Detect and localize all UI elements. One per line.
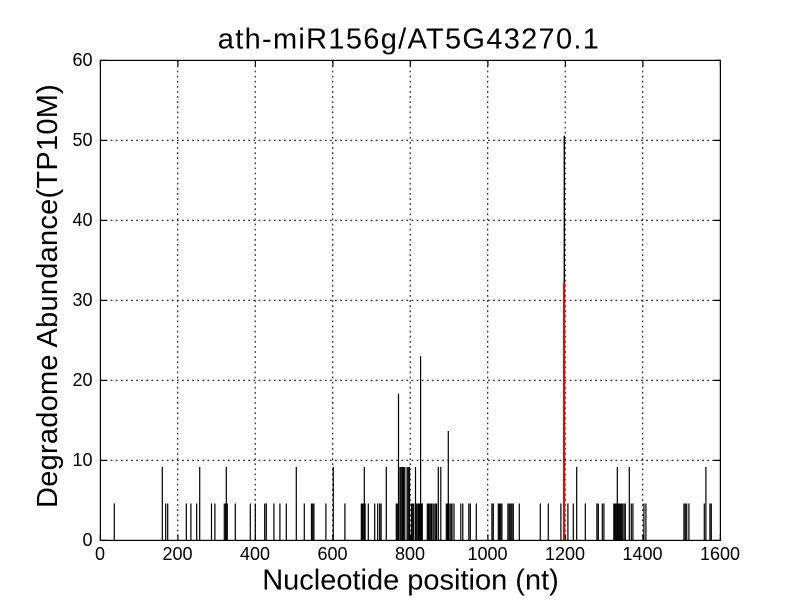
svg-text:Degradome Abundance(TP10M): Degradome Abundance(TP10M) (32, 84, 64, 508)
svg-text:1000: 1000 (467, 544, 507, 564)
svg-text:ath-miR156g/AT5G43270.1: ath-miR156g/AT5G43270.1 (218, 24, 600, 56)
svg-text:40: 40 (72, 210, 92, 230)
svg-text:1400: 1400 (622, 544, 662, 564)
svg-text:Nucleotide position (nt): Nucleotide position (nt) (262, 565, 559, 597)
svg-text:0: 0 (82, 530, 92, 550)
svg-text:0: 0 (95, 544, 105, 564)
svg-text:800: 800 (395, 544, 425, 564)
svg-text:600: 600 (317, 544, 347, 564)
svg-text:200: 200 (162, 544, 192, 564)
svg-text:400: 400 (240, 544, 270, 564)
svg-text:1600: 1600 (700, 544, 740, 564)
svg-text:10: 10 (72, 450, 92, 470)
svg-text:1200: 1200 (545, 544, 585, 564)
svg-text:20: 20 (72, 370, 92, 390)
svg-text:30: 30 (72, 290, 92, 310)
svg-text:60: 60 (72, 50, 92, 70)
svg-text:50: 50 (72, 130, 92, 150)
